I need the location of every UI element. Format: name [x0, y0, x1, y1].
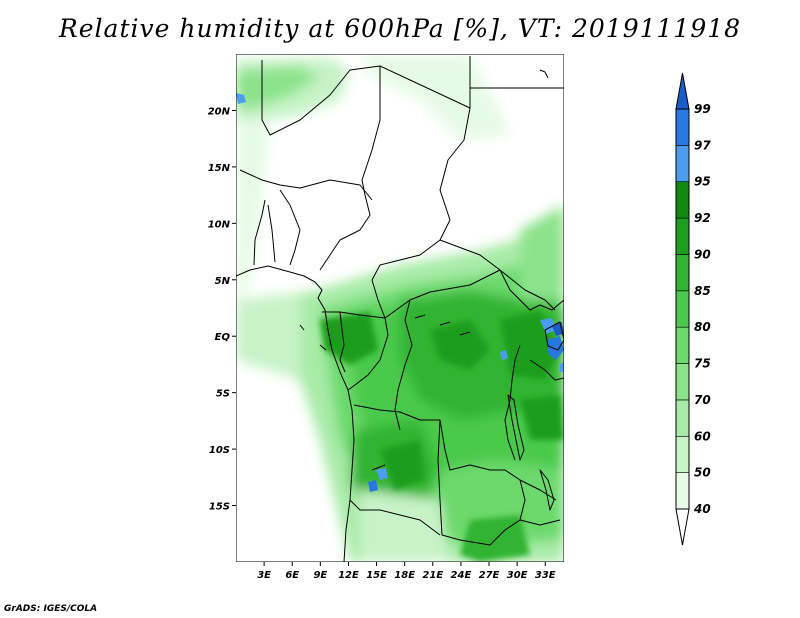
- lon-tick-label: 12E: [338, 570, 359, 581]
- colorbar-bin: [675, 363, 690, 401]
- colorbar-label: 99: [694, 102, 711, 116]
- lat-tick-label: 5N: [215, 276, 231, 287]
- lat-tick-label: 15N: [208, 163, 231, 174]
- colorbar-label: 80: [694, 320, 711, 334]
- colorbar-bin: [675, 290, 690, 328]
- humidity-field: [236, 56, 564, 562]
- colorbar-upper-arrow: [675, 72, 690, 110]
- colorbar-bin: [675, 435, 690, 473]
- colorbar-bin: [675, 145, 690, 183]
- colorbar: 40 50 60 70 75 80 85 90 92 95 97 99: [675, 72, 711, 546]
- lat-tick-label: 10S: [209, 445, 230, 456]
- colorbar-label: 70: [694, 393, 711, 407]
- lat-tick-label: EQ: [215, 332, 231, 343]
- colorbar-bin: [675, 472, 690, 510]
- longitude-axis: 3E 6E 9E 12E 15E 18E 21E 24E 27E 30E 33E: [257, 562, 556, 581]
- map-plot-area: [236, 54, 564, 562]
- lon-tick-label: 33E: [535, 570, 556, 581]
- lon-tick-label: 24E: [451, 570, 472, 581]
- colorbar-label: 97: [694, 138, 711, 152]
- colorbar-label: 85: [694, 284, 711, 298]
- colorbar-label: 95: [694, 175, 711, 189]
- lon-tick-label: 30E: [507, 570, 528, 581]
- colorbar-bin: [675, 254, 690, 292]
- lat-tick-label: 5S: [216, 389, 230, 400]
- lon-tick-label: 15E: [366, 570, 387, 581]
- country-boundaries: [236, 56, 564, 562]
- lon-tick-label: 6E: [285, 570, 299, 581]
- grads-credit: GrADS: IGES/COLA: [4, 604, 98, 614]
- colorbar-bin: [675, 181, 690, 219]
- latitude-axis: 20N 15N 10N 5N EQ 5S 10S 15S: [208, 106, 236, 513]
- colorbar-bin: [675, 399, 690, 437]
- lon-tick-label: 9E: [313, 570, 327, 581]
- lon-tick-label: 27E: [479, 570, 500, 581]
- lon-tick-label: 18E: [394, 570, 415, 581]
- very-high-humidity-patches: [236, 93, 564, 492]
- colorbar-label: 90: [694, 247, 711, 261]
- map-title: Relative humidity at 600hPa [%], VT: 201…: [58, 14, 742, 43]
- colorbar-label: 50: [694, 466, 711, 480]
- lon-tick-label: 21E: [422, 570, 443, 581]
- lat-tick-label: 15S: [209, 502, 230, 513]
- lat-tick-label: 10N: [208, 219, 231, 230]
- colorbar-bin: [675, 108, 690, 146]
- colorbar-bin: [675, 217, 690, 255]
- colorbar-label: 75: [694, 357, 711, 371]
- lat-tick-label: 20N: [208, 106, 231, 117]
- colorbar-label: 60: [694, 429, 711, 443]
- colorbar-label: 92: [694, 211, 711, 225]
- colorbar-bin: [675, 326, 690, 364]
- colorbar-label: 40: [693, 502, 711, 516]
- lon-tick-label: 3E: [257, 570, 271, 581]
- colorbar-outline: [675, 108, 690, 510]
- colorbar-lower-arrow: [675, 508, 690, 546]
